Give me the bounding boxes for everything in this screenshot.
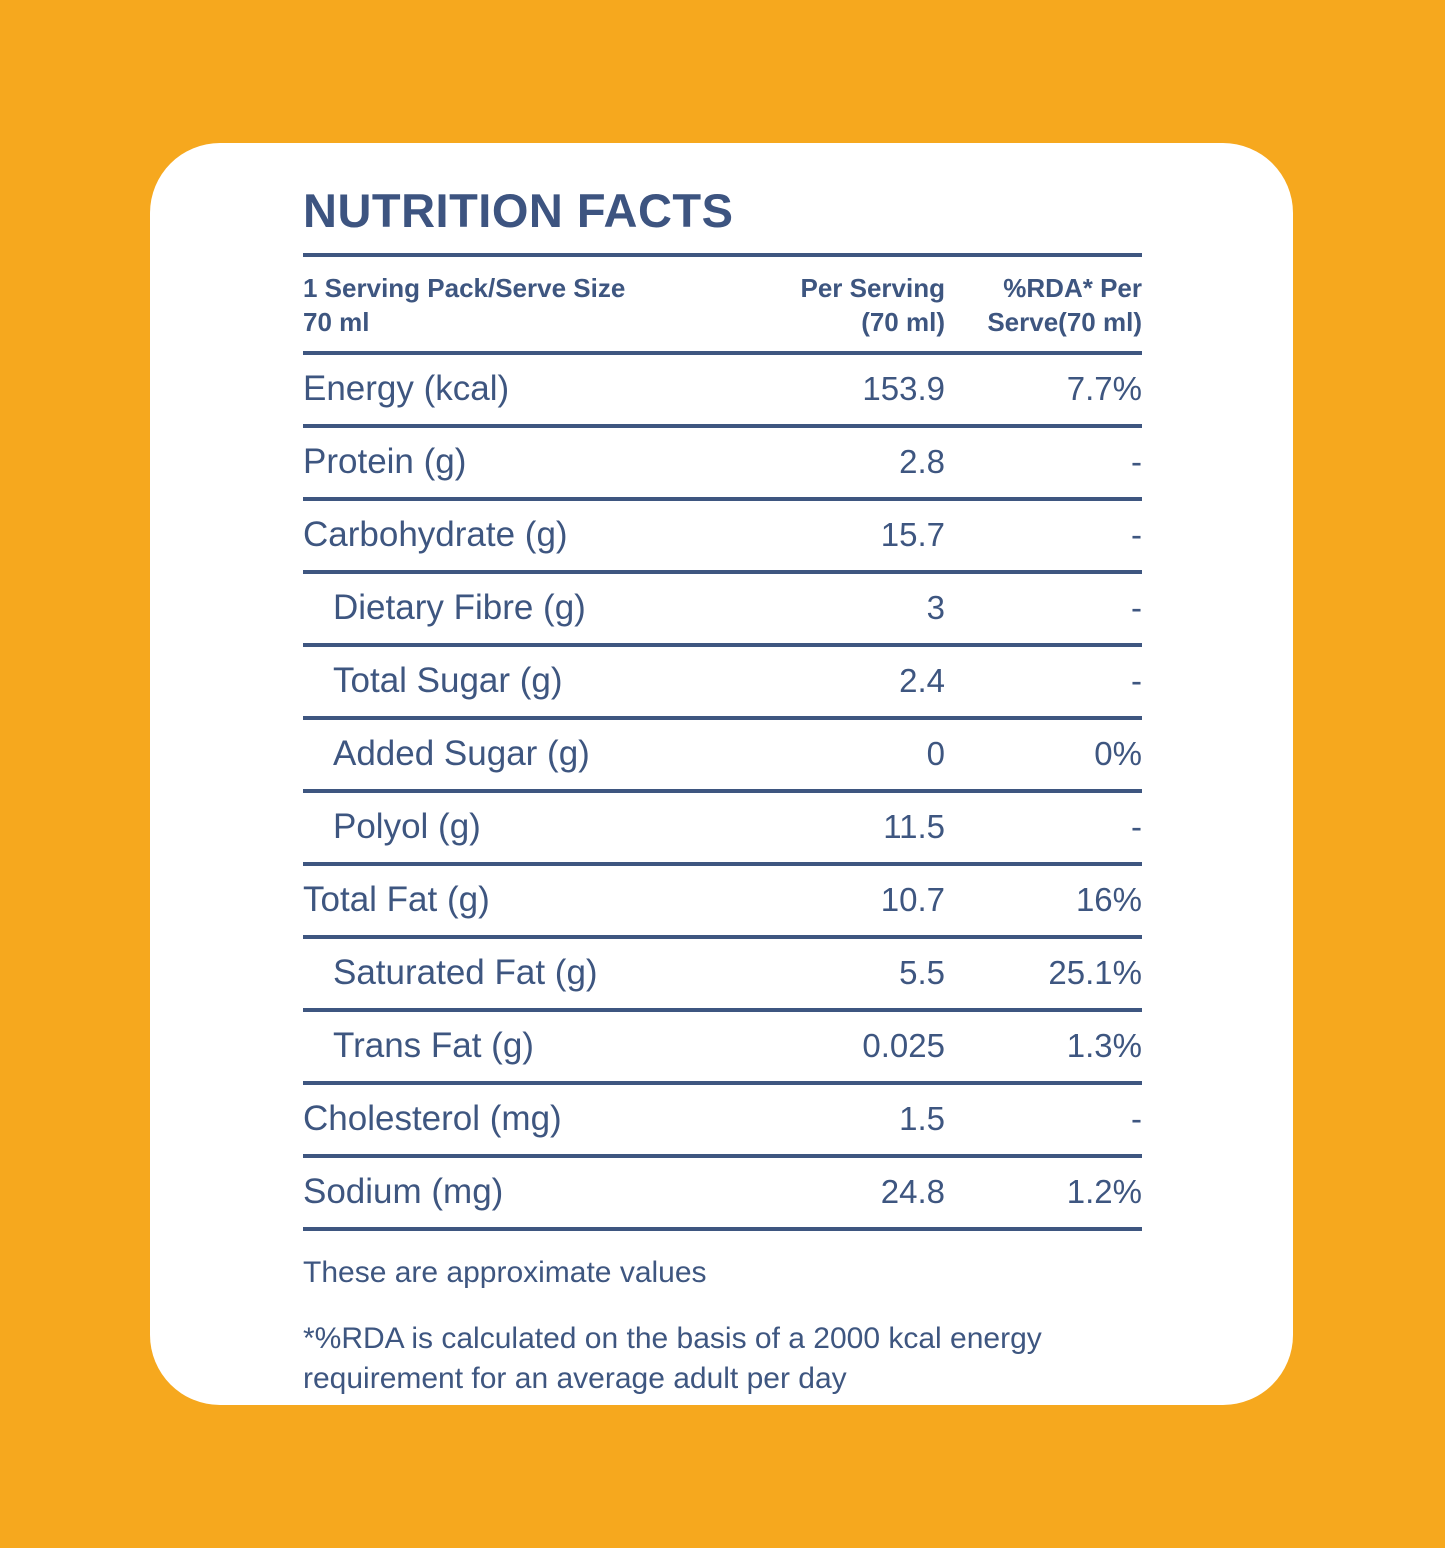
approximate-values-note: These are approximate values: [303, 1255, 707, 1289]
row-rda: 1.3%: [1066, 1027, 1142, 1065]
table-row: Saturated Fat (g) 5.5 25.1%: [303, 939, 1142, 1012]
table-row: Total Fat (g) 10.7 16%: [303, 866, 1142, 939]
page-title: NUTRITION FACTS: [303, 184, 734, 237]
table-row: Protein (g) 2.8 -: [303, 428, 1142, 501]
row-label: Carbohydrate (g): [303, 515, 568, 555]
row-label: Total Fat (g): [303, 880, 490, 920]
row-value: 1.5: [899, 1100, 945, 1138]
table-row: Energy (kcal) 153.9 7.7%: [303, 355, 1142, 428]
nutrition-table: 1 Serving Pack/Serve Size 70 ml Per Serv…: [303, 257, 1142, 1231]
row-value: 2.4: [899, 662, 945, 700]
header-rda: %RDA* Per Serve(70 ml): [945, 271, 1142, 339]
row-value: 24.8: [880, 1173, 945, 1211]
title-divider: [303, 252, 1142, 257]
row-label: Saturated Fat (g): [333, 953, 598, 993]
header-serving-info-line2: 70 ml: [303, 306, 370, 337]
row-rda: 25.1%: [1048, 954, 1142, 992]
row-rda: 7.7%: [1066, 370, 1142, 408]
row-rda: -: [1131, 662, 1142, 700]
row-label: Cholesterol (mg): [303, 1099, 562, 1139]
row-rda: 16%: [1075, 881, 1142, 919]
nutrition-facts-card: NUTRITION FACTS 1 Serving Pack/Serve Siz…: [150, 143, 1293, 1405]
row-value: 2.8: [899, 443, 945, 481]
table-header: 1 Serving Pack/Serve Size 70 ml Per Serv…: [303, 257, 1142, 355]
row-rda: -: [1131, 808, 1142, 846]
table-row: Trans Fat (g) 0.025 1.3%: [303, 1012, 1142, 1085]
row-label: Total Sugar (g): [333, 661, 563, 701]
table-row: Total Sugar (g) 2.4 -: [303, 647, 1142, 720]
header-rda-line1: %RDA* Per: [1003, 272, 1142, 303]
row-value: 0: [926, 735, 945, 773]
row-label: Added Sugar (g): [333, 734, 590, 774]
row-rda: 0%: [1094, 735, 1142, 773]
row-label: Polyol (g): [333, 807, 481, 847]
table-row: Dietary Fibre (g) 3 -: [303, 574, 1142, 647]
row-value: 5.5: [899, 954, 945, 992]
header-rda-line2: Serve(70 ml): [987, 306, 1142, 337]
table-row: Sodium (mg) 24.8 1.2%: [303, 1158, 1142, 1231]
row-label: Protein (g): [303, 442, 467, 482]
row-value: 11.5: [883, 808, 945, 846]
row-label: Sodium (mg): [303, 1172, 504, 1212]
row-label: Dietary Fibre (g): [333, 588, 586, 628]
table-row: Carbohydrate (g) 15.7 -: [303, 501, 1142, 574]
rda-footnote: *%RDA is calculated on the basis of a 20…: [303, 1321, 1042, 1395]
row-value: 15.7: [880, 516, 945, 554]
row-value: 153.9: [862, 370, 945, 408]
row-value: 3: [926, 589, 945, 627]
header-serving-info: 1 Serving Pack/Serve Size 70 ml: [303, 271, 765, 339]
row-label: Energy (kcal): [303, 369, 510, 409]
header-per-serving-line1: Per Serving: [800, 272, 945, 303]
table-row: Polyol (g) 11.5 -: [303, 793, 1142, 866]
row-rda: -: [1131, 516, 1142, 554]
row-rda: -: [1131, 443, 1142, 481]
row-label: Trans Fat (g): [333, 1026, 534, 1066]
header-serving-info-line1: 1 Serving Pack/Serve Size: [303, 272, 626, 303]
header-per-serving-line2: (70 ml): [861, 306, 945, 337]
header-per-serving: Per Serving (70 ml): [765, 271, 945, 339]
table-row: Cholesterol (mg) 1.5 -: [303, 1085, 1142, 1158]
row-value: 10.7: [880, 881, 945, 919]
table-rows: Energy (kcal) 153.9 7.7% Protein (g) 2.8- Car…: [303, 355, 1142, 1231]
row-value: 0.025: [862, 1027, 945, 1065]
row-rda: -: [1131, 1100, 1142, 1138]
row-rda: 1.2%: [1066, 1173, 1142, 1211]
table-row: Added Sugar (g) 0 0%: [303, 720, 1142, 793]
row-rda: -: [1131, 589, 1142, 627]
